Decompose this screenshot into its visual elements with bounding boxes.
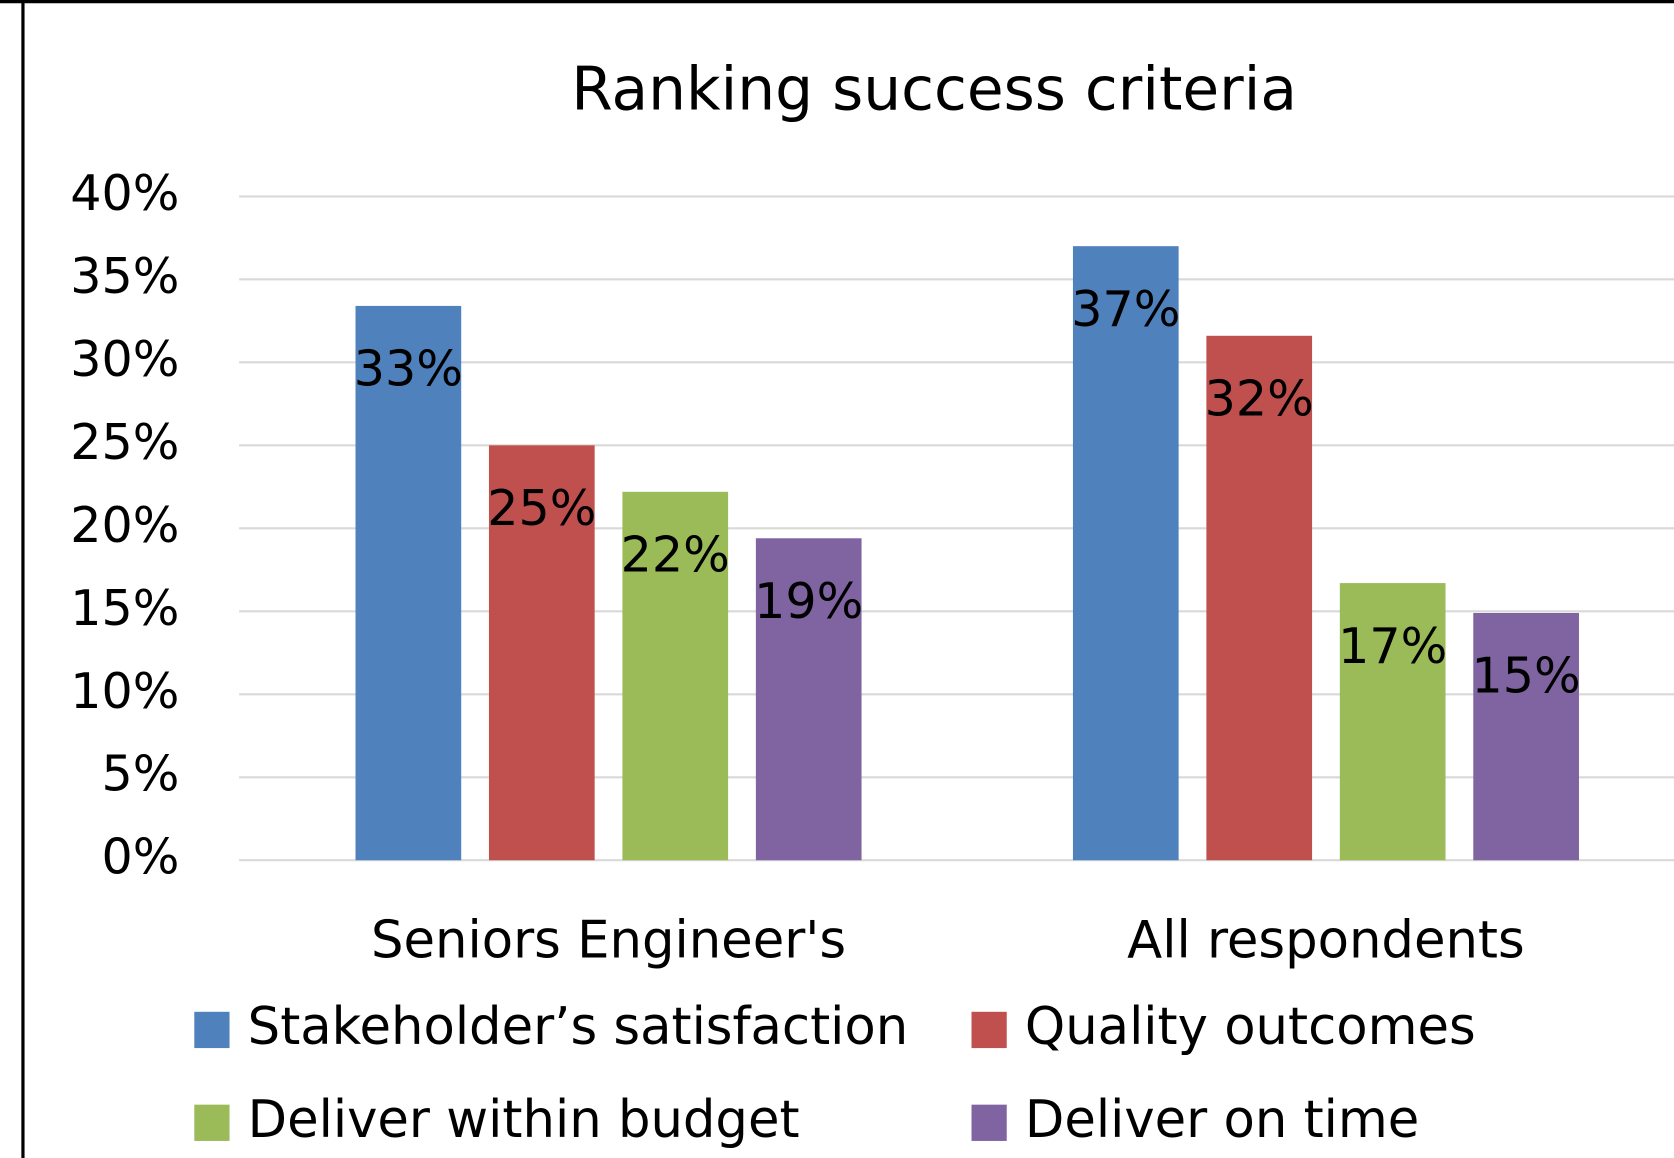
y-tick-label: 30% [70, 330, 179, 388]
y-tick-label: 40% [70, 164, 179, 222]
legend-label: Deliver within budget [248, 1090, 800, 1150]
y-tick-label: 25% [70, 413, 179, 471]
y-tick-label: 15% [70, 579, 179, 637]
bar [488, 445, 595, 861]
bar [1206, 335, 1313, 861]
data-label: 33% [354, 340, 463, 398]
y-tick-label: 5% [101, 745, 179, 803]
bar [755, 538, 862, 861]
data-label: 19% [754, 572, 863, 630]
legend-label: Deliver on time [1025, 1090, 1419, 1150]
legend-swatch [194, 1011, 230, 1049]
data-label: 32% [1205, 369, 1314, 427]
y-tick-label: 0% [101, 828, 179, 886]
legend-label: Quality outcomes [1025, 997, 1476, 1057]
data-label: 22% [621, 525, 730, 583]
bar [1339, 583, 1446, 861]
y-tick-label: 10% [70, 662, 179, 720]
chart-title: Ranking success criteria [571, 55, 1297, 124]
legend-swatch [971, 1011, 1007, 1049]
legend-swatch [971, 1104, 1007, 1141]
data-label: 17% [1338, 617, 1447, 675]
bar [355, 305, 462, 861]
bar [1473, 612, 1579, 861]
legend-swatch [194, 1104, 230, 1141]
y-tick-label: 35% [70, 247, 179, 305]
legend-label: Stakeholder’s satisfaction [248, 997, 909, 1057]
data-label: 37% [1071, 280, 1180, 338]
bar [1072, 246, 1179, 861]
x-tick-label: All respondents [1127, 910, 1525, 970]
data-label: 25% [487, 479, 596, 537]
bar [622, 491, 729, 861]
x-tick-label: Seniors Engineer's [371, 910, 846, 970]
data-label: 15% [1472, 647, 1581, 705]
y-tick-label: 20% [70, 496, 179, 554]
